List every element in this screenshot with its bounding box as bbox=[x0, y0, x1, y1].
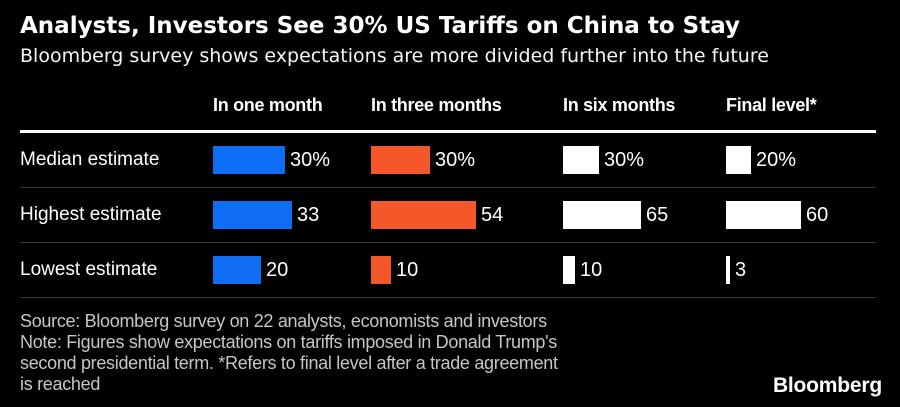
note-line-3: is reached bbox=[20, 374, 101, 394]
cell-lowest-six-months: 10 bbox=[563, 243, 726, 297]
value-median-six-months: 30% bbox=[604, 148, 645, 171]
cell-highest-final-level: 60 bbox=[726, 188, 876, 242]
chart-title: Analysts, Investors See 30% US Tariffs o… bbox=[20, 13, 741, 39]
row-label-median: Median estimate bbox=[20, 149, 160, 170]
value-highest-three-months: 54 bbox=[481, 203, 504, 226]
cell-highest-one-month: 33 bbox=[213, 188, 371, 242]
row-divider bbox=[20, 297, 876, 298]
cell-lowest-one-month: 20 bbox=[213, 243, 371, 297]
value-highest-six-months: 65 bbox=[646, 203, 669, 226]
value-lowest-final-level: 3 bbox=[735, 258, 747, 281]
cell-median-three-months: 30% bbox=[371, 133, 563, 187]
value-lowest-three-months: 10 bbox=[396, 258, 419, 281]
cell-lowest-three-months: 10 bbox=[371, 243, 563, 297]
cell-median-final-level: 20% bbox=[726, 133, 876, 187]
value-median-final-level: 20% bbox=[756, 148, 797, 171]
table-row-highest: Highest estimate 33 54 65 60 bbox=[20, 188, 876, 242]
source-note: Source: Bloomberg survey on 22 analysts,… bbox=[20, 311, 876, 395]
column-header-one-month: In one month bbox=[213, 94, 323, 115]
cell-highest-six-months: 65 bbox=[563, 188, 726, 242]
note-line-2: second presidential term. *Refers to fin… bbox=[20, 353, 558, 373]
row-divider bbox=[20, 187, 876, 188]
note-line-1: Note: Figures show expectations on tarif… bbox=[20, 332, 557, 352]
column-header-three-months: In three months bbox=[371, 94, 502, 115]
bar-highest-final-level bbox=[726, 201, 801, 229]
bar-median-six-months bbox=[563, 146, 599, 174]
table-row-median: Median estimate 30% 30% 30% 20% bbox=[20, 133, 876, 187]
value-median-one-month: 30% bbox=[290, 148, 331, 171]
value-highest-final-level: 60 bbox=[806, 203, 829, 226]
table-row-lowest: Lowest estimate 20 10 10 3 bbox=[20, 243, 876, 297]
header-divider bbox=[20, 130, 876, 133]
bloomberg-logo: Bloomberg bbox=[772, 374, 882, 397]
cell-median-six-months: 30% bbox=[563, 133, 726, 187]
bar-median-one-month bbox=[213, 146, 285, 174]
bar-highest-three-months bbox=[371, 201, 476, 229]
cell-median-one-month: 30% bbox=[213, 133, 371, 187]
bar-median-final-level bbox=[726, 146, 751, 174]
value-highest-one-month: 33 bbox=[297, 203, 320, 226]
chart-container: Analysts, Investors See 30% US Tariffs o… bbox=[20, 13, 876, 395]
column-header-row: In one month In three months In six mont… bbox=[20, 94, 876, 116]
row-divider bbox=[20, 242, 876, 243]
column-header-final-level: Final level* bbox=[726, 94, 817, 115]
bar-lowest-final-level bbox=[726, 256, 730, 284]
bar-median-three-months bbox=[371, 146, 430, 174]
cell-highest-three-months: 54 bbox=[371, 188, 563, 242]
chart-subtitle: Bloomberg survey shows expectations are … bbox=[20, 45, 769, 67]
cell-lowest-final-level: 3 bbox=[726, 243, 876, 297]
value-lowest-six-months: 10 bbox=[580, 258, 603, 281]
row-label-lowest: Lowest estimate bbox=[20, 259, 158, 280]
column-header-six-months: In six months bbox=[563, 94, 676, 115]
value-lowest-one-month: 20 bbox=[266, 258, 289, 281]
source-line: Source: Bloomberg survey on 22 analysts,… bbox=[20, 311, 547, 331]
bar-highest-six-months bbox=[563, 201, 641, 229]
bar-highest-one-month bbox=[213, 201, 292, 229]
bar-lowest-three-months bbox=[371, 256, 391, 284]
value-median-three-months: 30% bbox=[435, 148, 476, 171]
bar-lowest-six-months bbox=[563, 256, 575, 284]
row-label-highest: Highest estimate bbox=[20, 204, 162, 225]
bar-lowest-one-month bbox=[213, 256, 261, 284]
